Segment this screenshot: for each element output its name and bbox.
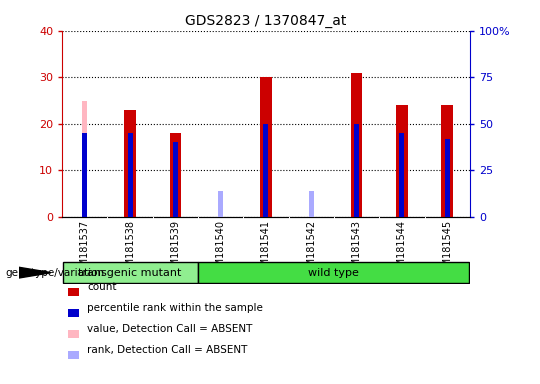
Bar	[399, 133, 404, 217]
Text: count: count	[87, 282, 117, 292]
Bar	[351, 73, 362, 217]
Bar	[442, 105, 453, 217]
Bar	[444, 139, 450, 217]
Bar	[63, 262, 198, 283]
Text: genotype/variation: genotype/variation	[5, 268, 105, 278]
Bar	[264, 124, 268, 217]
Bar	[173, 142, 178, 217]
Bar	[354, 124, 359, 217]
Text: rank, Detection Call = ABSENT: rank, Detection Call = ABSENT	[87, 345, 248, 355]
Bar	[127, 133, 133, 217]
Bar	[82, 133, 87, 217]
Text: transgenic mutant: transgenic mutant	[78, 268, 182, 278]
Bar	[260, 77, 272, 217]
Bar	[309, 203, 314, 217]
Title: GDS2823 / 1370847_at: GDS2823 / 1370847_at	[185, 14, 347, 28]
Bar	[170, 133, 181, 217]
Text: percentile rank within the sample: percentile rank within the sample	[87, 303, 264, 313]
Bar	[309, 191, 314, 217]
Bar	[218, 191, 223, 217]
Bar	[124, 110, 136, 217]
Text: wild type: wild type	[308, 268, 359, 278]
Bar	[396, 105, 408, 217]
Text: value, Detection Call = ABSENT: value, Detection Call = ABSENT	[87, 324, 253, 334]
Bar	[199, 262, 469, 283]
Bar	[82, 101, 87, 217]
Polygon shape	[19, 267, 51, 278]
Bar	[218, 210, 223, 217]
